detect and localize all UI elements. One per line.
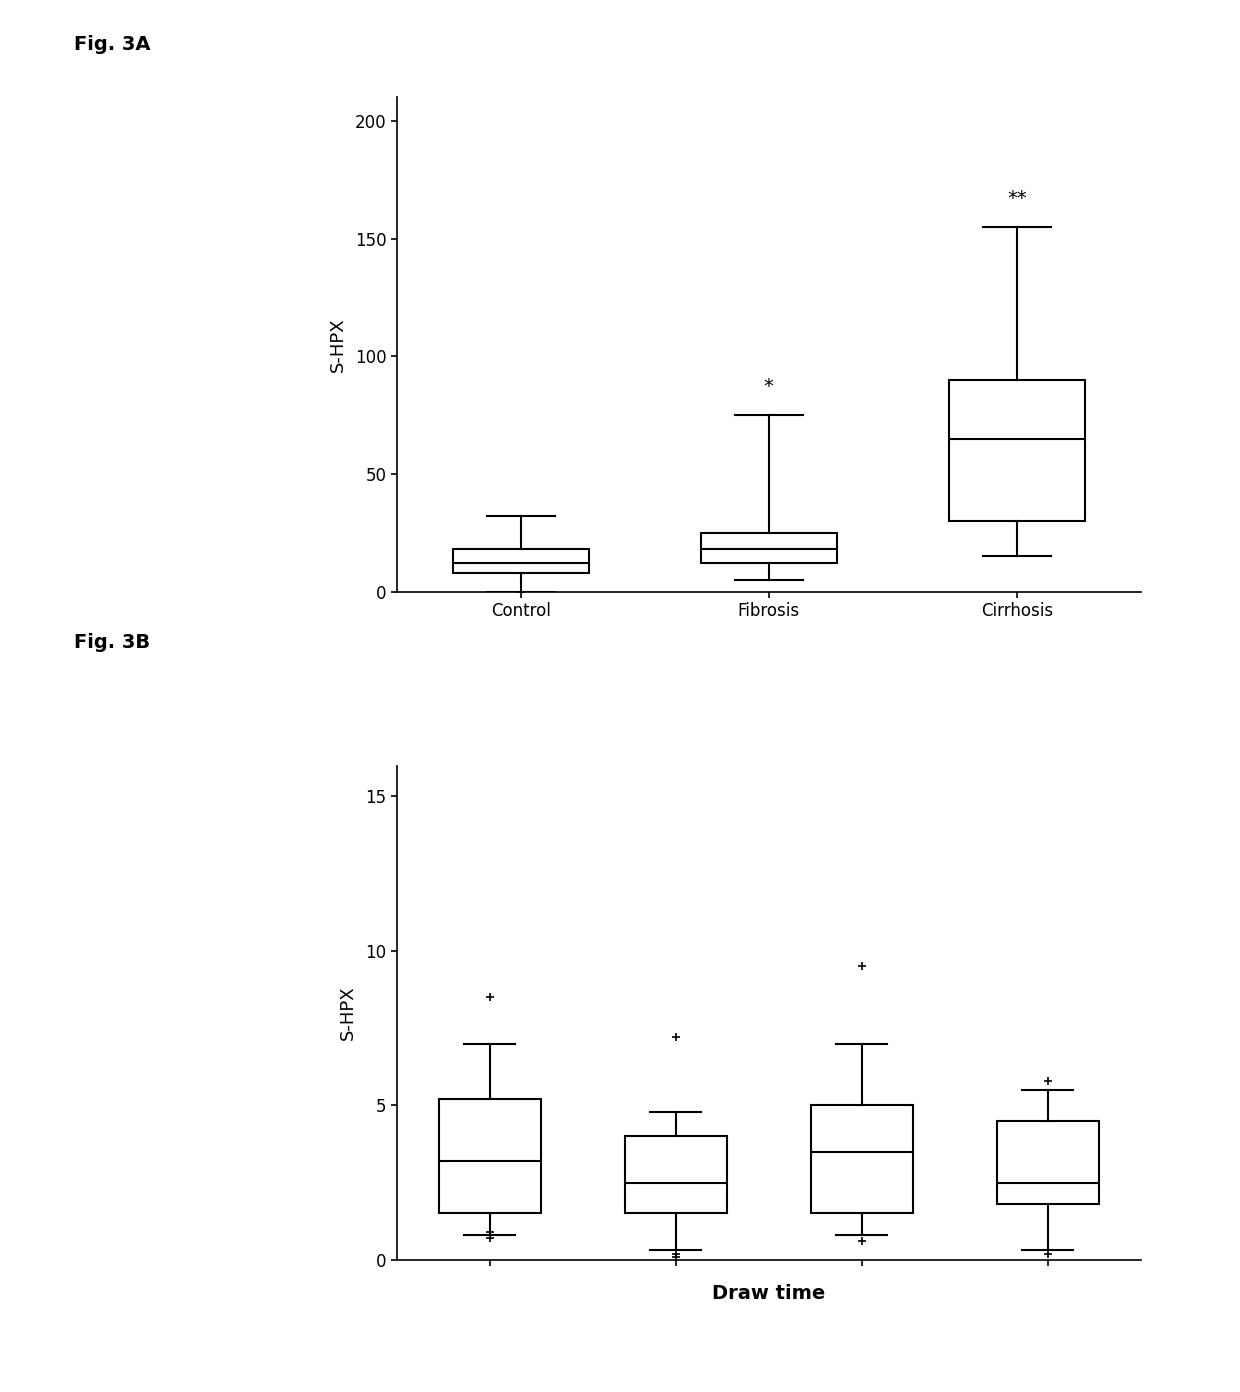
X-axis label: Draw time: Draw time xyxy=(712,1283,826,1303)
PathPatch shape xyxy=(625,1136,727,1214)
Text: *: * xyxy=(764,377,774,397)
PathPatch shape xyxy=(439,1100,541,1214)
PathPatch shape xyxy=(811,1105,913,1214)
PathPatch shape xyxy=(453,550,589,572)
Y-axis label: S-HPX: S-HPX xyxy=(339,986,357,1040)
Text: Fig. 3A: Fig. 3A xyxy=(74,35,151,54)
Y-axis label: S-HPX: S-HPX xyxy=(329,317,346,372)
PathPatch shape xyxy=(997,1121,1099,1204)
Text: Fig. 3B: Fig. 3B xyxy=(74,633,150,653)
PathPatch shape xyxy=(701,533,837,564)
Text: **: ** xyxy=(1007,189,1027,207)
PathPatch shape xyxy=(949,380,1085,521)
